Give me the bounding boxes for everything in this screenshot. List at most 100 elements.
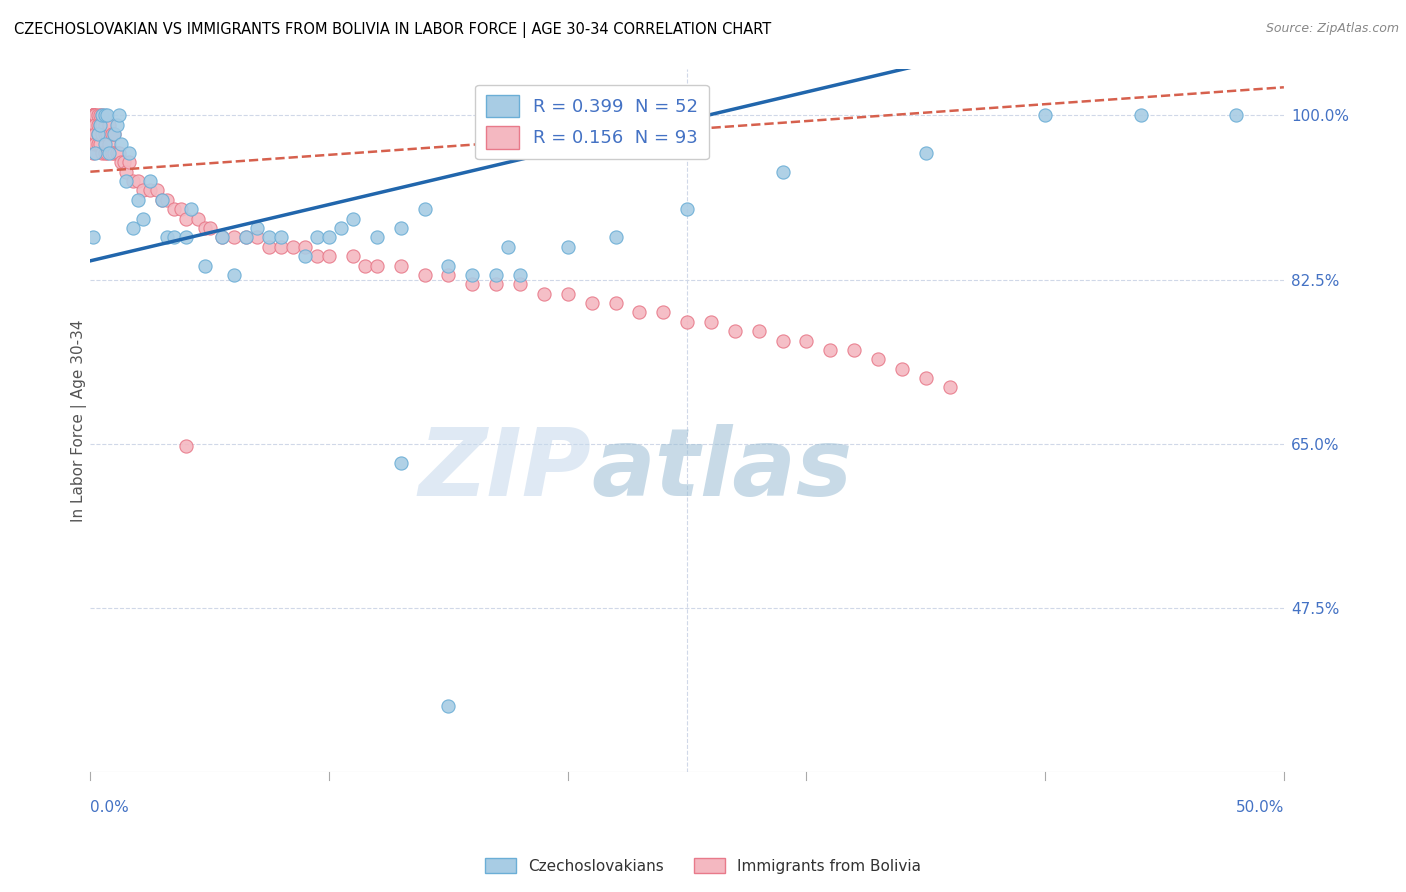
Point: [139, 174, 162, 188]
Point: [98, 145, 121, 160]
Point: [117, 155, 139, 169]
Point: [270, 240, 292, 254]
Legend: Czechoslovakians, Immigrants from Bolivia: Czechoslovakians, Immigrants from Bolivi…: [479, 852, 927, 880]
Point: [82, 108, 104, 122]
Point: [82, 108, 104, 122]
Point: [82, 127, 104, 141]
Point: [127, 174, 149, 188]
Point: [91, 127, 114, 141]
Point: [86, 127, 108, 141]
Point: [122, 221, 145, 235]
Point: [1129, 108, 1152, 122]
Point: [127, 193, 149, 207]
Point: [187, 211, 209, 226]
Point: [772, 164, 794, 178]
Point: [174, 211, 197, 226]
Point: [132, 211, 155, 226]
Point: [103, 127, 125, 141]
Point: [86, 108, 108, 122]
Point: [259, 240, 281, 254]
Point: [82, 108, 104, 122]
Point: [748, 324, 770, 338]
Point: [294, 240, 316, 254]
Point: [150, 193, 173, 207]
Point: [1033, 108, 1056, 122]
Point: [101, 127, 124, 141]
Point: [318, 230, 340, 244]
Point: [163, 230, 186, 244]
Point: [86, 127, 108, 141]
Point: [938, 380, 960, 394]
Point: [437, 259, 460, 273]
Point: [330, 221, 353, 235]
Text: CZECHOSLOVAKIAN VS IMMIGRANTS FROM BOLIVIA IN LABOR FORCE | AGE 30-34 CORRELATIO: CZECHOSLOVAKIAN VS IMMIGRANTS FROM BOLIV…: [14, 22, 772, 38]
Point: [772, 334, 794, 348]
Point: [283, 240, 305, 254]
Point: [84, 136, 107, 151]
Point: [890, 361, 912, 376]
Point: [557, 240, 579, 254]
Point: [122, 174, 145, 188]
Point: [82, 230, 104, 244]
Point: [509, 268, 531, 282]
Point: [413, 202, 436, 217]
Point: [146, 184, 169, 198]
Point: [389, 456, 412, 470]
Text: atlas: atlas: [592, 424, 853, 516]
Text: 50.0%: 50.0%: [1236, 800, 1284, 815]
Point: [318, 249, 340, 263]
Point: [105, 118, 128, 132]
Point: [389, 221, 412, 235]
Point: [844, 343, 866, 357]
Point: [101, 145, 124, 160]
Point: [89, 136, 111, 151]
Point: [366, 259, 388, 273]
Point: [354, 259, 377, 273]
Point: [222, 230, 245, 244]
Point: [93, 145, 115, 160]
Point: [605, 296, 627, 310]
Point: [211, 230, 233, 244]
Point: [676, 315, 699, 329]
Point: [366, 230, 388, 244]
Point: [110, 155, 132, 169]
Point: [389, 259, 412, 273]
Point: [103, 127, 125, 141]
Point: [82, 145, 104, 160]
Point: [174, 439, 197, 453]
Point: [868, 352, 890, 367]
Point: [91, 108, 114, 122]
Point: [112, 155, 135, 169]
Point: [82, 108, 104, 122]
Point: [156, 230, 179, 244]
Point: [437, 699, 460, 714]
Point: [485, 268, 508, 282]
Point: [84, 118, 107, 132]
Point: [628, 305, 651, 319]
Point: [461, 277, 484, 292]
Point: [91, 118, 114, 132]
Point: [235, 230, 257, 244]
Point: [307, 230, 329, 244]
Y-axis label: In Labor Force | Age 30-34: In Labor Force | Age 30-34: [72, 319, 87, 522]
Point: [170, 202, 193, 217]
Point: [96, 108, 118, 122]
Point: [270, 230, 292, 244]
Point: [413, 268, 436, 282]
Point: [557, 286, 579, 301]
Point: [139, 184, 162, 198]
Point: [724, 324, 747, 338]
Point: [533, 286, 555, 301]
Point: [110, 136, 132, 151]
Point: [461, 268, 484, 282]
Point: [98, 118, 121, 132]
Point: [84, 108, 107, 122]
Point: [115, 164, 138, 178]
Point: [86, 118, 108, 132]
Point: [93, 118, 115, 132]
Point: [700, 315, 723, 329]
Legend: R = 0.399  N = 52, R = 0.156  N = 93: R = 0.399 N = 52, R = 0.156 N = 93: [475, 85, 709, 160]
Point: [82, 108, 104, 122]
Point: [222, 268, 245, 282]
Point: [108, 108, 131, 122]
